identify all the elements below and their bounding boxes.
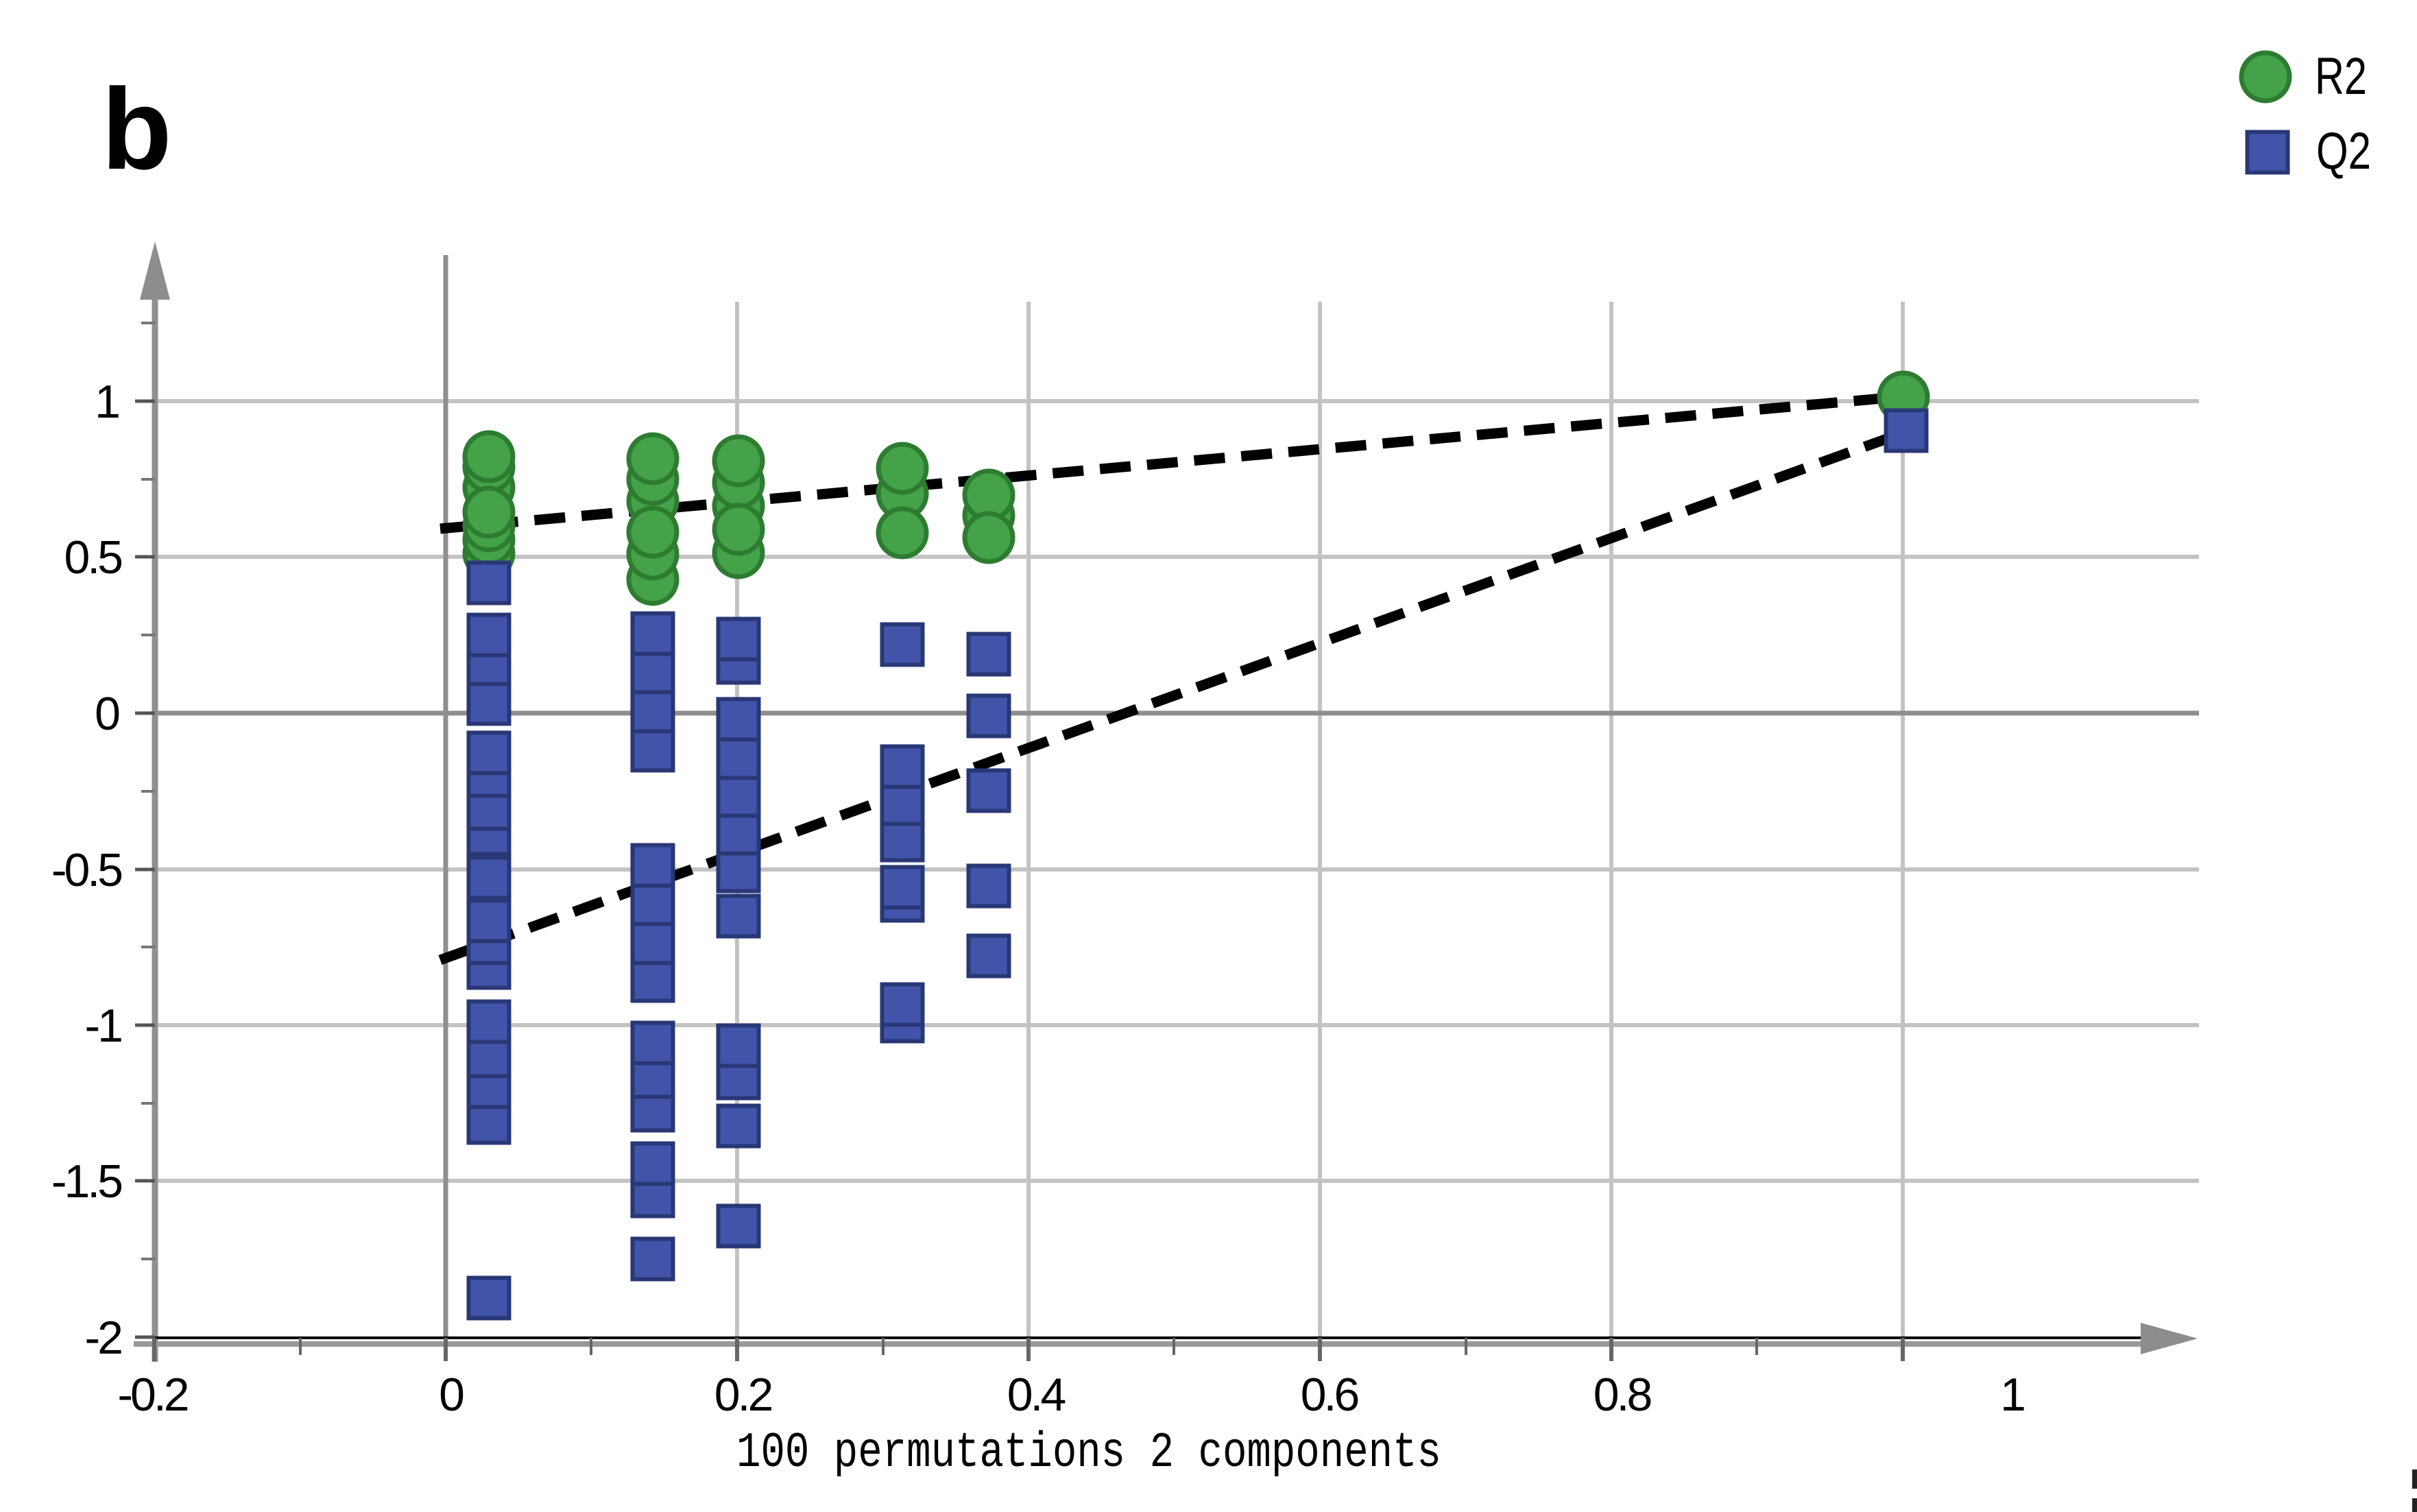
svg-text:1: 1	[2000, 1369, 2026, 1421]
svg-text:0.4: 0.4	[1007, 1369, 1066, 1421]
svg-text:-2: -2	[85, 1312, 122, 1364]
svg-text:Q2: Q2	[2316, 122, 2371, 180]
svg-text:-0.5: -0.5	[51, 844, 121, 896]
svg-text:0.8: 0.8	[1594, 1369, 1651, 1421]
svg-text:-1: -1	[85, 1000, 122, 1052]
svg-text:R2: R2	[2315, 47, 2367, 106]
svg-text:100 permutations 2 components: 100 permutations 2 components	[736, 1425, 1441, 1481]
svg-text:0: 0	[439, 1369, 465, 1421]
svg-text:-1.5: -1.5	[51, 1155, 121, 1208]
svg-text:1: 1	[95, 376, 121, 428]
svg-text:0: 0	[95, 688, 121, 740]
svg-text:0.5: 0.5	[64, 531, 121, 584]
svg-text:0.2: 0.2	[714, 1369, 772, 1421]
svg-text:-0.2: -0.2	[117, 1369, 187, 1421]
svg-text:b: b	[101, 64, 172, 193]
svg-text:0.6: 0.6	[1301, 1369, 1358, 1421]
